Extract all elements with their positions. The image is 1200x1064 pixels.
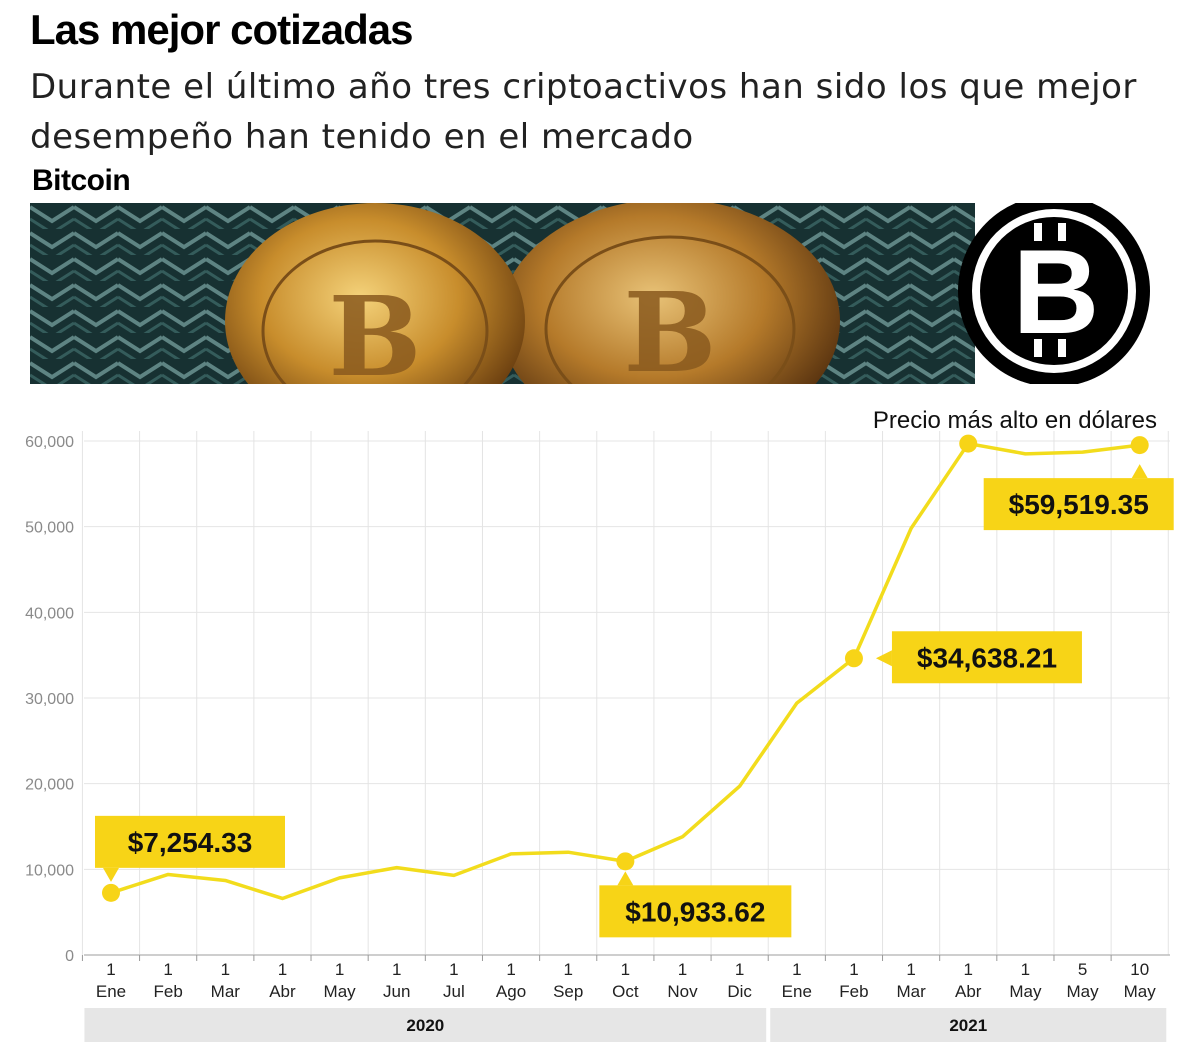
x-tick-day: 1: [449, 960, 458, 979]
x-axis: 1 Ene 1 Feb 1 Mar 1 Abr 1 May 1 Jun 1 Jul 1 Ago 1 Sep 1 Oct…: [81, 955, 1157, 1001]
y-tick-label: 20,000: [25, 777, 74, 794]
callout-box: [599, 885, 792, 938]
x-tick-month: May: [1124, 982, 1157, 1001]
callout-label: $7,254.33: [128, 827, 253, 858]
x-tick-month: Feb: [154, 982, 183, 1001]
callout-box: [95, 815, 285, 868]
x-tick-month: Ene: [96, 982, 126, 1001]
price-callouts: $7,254.33 $10,933.62 $34,638.21 $59,519.35: [95, 464, 1174, 938]
x-tick-day: 1: [106, 960, 115, 979]
x-tick-day: 10: [1130, 960, 1149, 979]
x-tick-day: 1: [964, 960, 973, 979]
x-tick-month: Sep: [553, 982, 583, 1001]
y-tick-label: 40,000: [25, 605, 74, 622]
y-tick-label: 50,000: [25, 520, 74, 537]
coin-back-icon: B: [500, 203, 840, 384]
callout-pointer: [103, 867, 119, 882]
x-tick-day: 1: [278, 960, 287, 979]
year-label: 2020: [406, 1016, 444, 1035]
price-callout: $34,638.21: [875, 631, 1082, 684]
x-tick-month: Abr: [955, 982, 982, 1001]
callout-pointer: [875, 650, 892, 667]
year-bands: 2020 2021: [84, 1008, 1167, 1042]
price-callout: $7,254.33: [95, 815, 285, 882]
x-tick-month: Dic: [727, 982, 752, 1001]
x-tick-day: 1: [392, 960, 401, 979]
x-tick-day: 1: [849, 960, 858, 979]
data-point-marker: [959, 434, 978, 453]
x-tick-month: May: [1009, 982, 1042, 1001]
x-tick-day: 1: [906, 960, 915, 979]
callout-label: $34,638.21: [917, 642, 1057, 673]
x-tick-month: Feb: [839, 982, 868, 1001]
year-label: 2021: [949, 1016, 987, 1035]
data-point-marker: [844, 649, 863, 668]
callout-label: $10,933.62: [625, 896, 765, 927]
x-tick-day: 1: [792, 960, 801, 979]
x-tick-month: May: [324, 982, 357, 1001]
x-tick-day: 1: [563, 960, 572, 979]
x-tick-day: 1: [335, 960, 344, 979]
x-tick-month: Oct: [612, 982, 639, 1001]
year-band: [84, 1008, 767, 1042]
y-tick-label: 0: [65, 948, 74, 965]
callout-box: [983, 478, 1174, 531]
chart-annotation: Precio más alto en dólares: [873, 407, 1157, 434]
data-point-marker: [616, 852, 635, 871]
y-axis: 0 10,000 20,000 30,000 40,000 50,000 60,000: [25, 434, 74, 965]
x-tick-day: 1: [221, 960, 230, 979]
page-title: Las mejor cotizadas: [30, 6, 413, 53]
data-point-marker: [1130, 436, 1149, 455]
x-tick-day: 1: [735, 960, 744, 979]
price-callout: $10,933.62: [599, 871, 792, 938]
svg-text:B: B: [1013, 225, 1100, 359]
callout-box: [891, 631, 1082, 684]
svg-text:B: B: [329, 272, 422, 384]
y-tick-label: 60,000: [25, 434, 74, 451]
x-tick-month: Jun: [383, 982, 410, 1001]
x-tick-day: 5: [1078, 960, 1087, 979]
y-tick-label: 30,000: [25, 691, 74, 708]
callout-label: $59,519.35: [1009, 489, 1149, 520]
x-tick-day: 1: [1021, 960, 1030, 979]
page-subtitle: Durante el último año tres criptoactivos…: [30, 67, 1137, 157]
x-tick-day: 1: [621, 960, 630, 979]
x-tick-month: Nov: [667, 982, 698, 1001]
price-callout: $59,519.35: [983, 464, 1174, 531]
callout-pointer: [617, 871, 634, 886]
y-tick-label: 10,000: [25, 862, 74, 879]
x-tick-day: 1: [506, 960, 515, 979]
x-tick-month: Ene: [782, 982, 812, 1001]
x-tick-month: May: [1066, 982, 1099, 1001]
bitcoin-price-chart: 0 10,000 20,000 30,000 40,000 50,000 60,000 1 E…: [25, 407, 1174, 1042]
callout-pointer: [1131, 464, 1148, 479]
x-tick-month: Mar: [896, 982, 926, 1001]
series-line-group: [102, 434, 1149, 902]
bitcoin-banner-image: B B B: [30, 203, 1170, 384]
x-tick-month: Mar: [211, 982, 241, 1001]
x-tick-month: Jul: [443, 982, 465, 1001]
svg-text:B: B: [624, 268, 717, 384]
x-tick-day: 1: [163, 960, 172, 979]
data-point-marker: [102, 883, 120, 902]
x-tick-month: Abr: [269, 982, 296, 1001]
section-title: Bitcoin: [32, 164, 131, 197]
bitcoin-logo-icon: B: [958, 203, 1150, 384]
x-tick-month: Ago: [496, 982, 526, 1001]
coin-front-icon: B: [225, 203, 525, 384]
year-band: [770, 1008, 1167, 1042]
x-tick-day: 1: [678, 960, 687, 979]
